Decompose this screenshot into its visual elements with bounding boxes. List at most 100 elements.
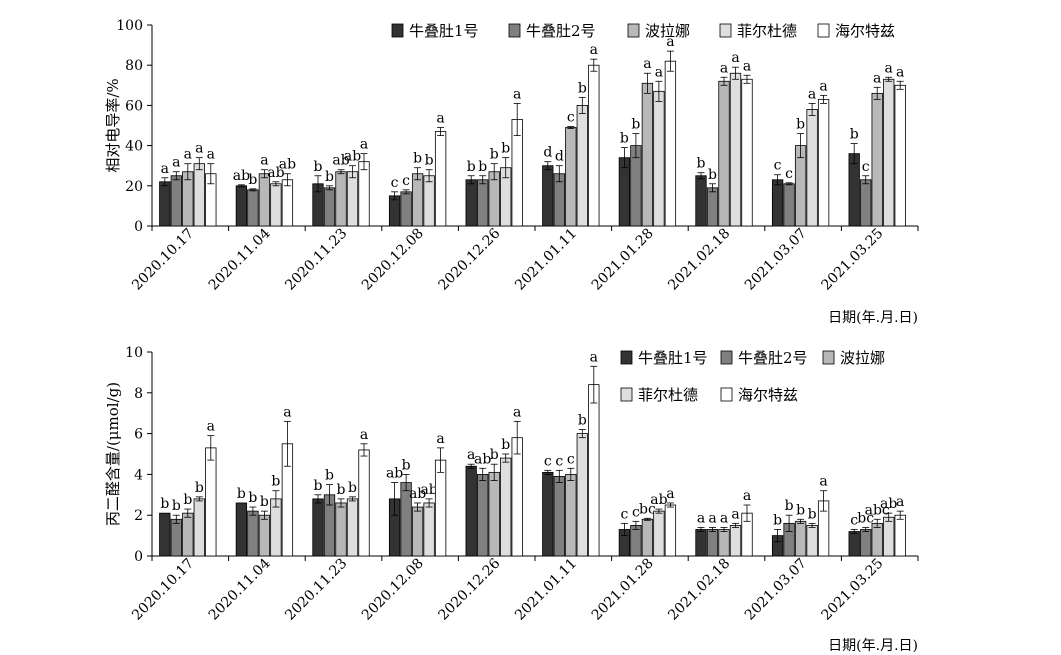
bar: [423, 175, 435, 227]
significance-label: a: [720, 60, 728, 76]
y-tick-label: 80: [125, 58, 143, 74]
bar: [718, 80, 730, 227]
legend-swatch: [620, 387, 633, 402]
significance-label: a: [896, 494, 904, 510]
significance-label: b: [237, 486, 246, 502]
significance-label: b: [631, 117, 640, 133]
bar: [400, 191, 412, 227]
category-label: 2020.12.26: [436, 555, 504, 623]
y-tick-label: 0: [134, 219, 143, 235]
bar: [630, 525, 642, 557]
significance-label: c: [567, 110, 575, 126]
legend-swatch: [720, 387, 733, 402]
category-label: 2020.11.23: [282, 226, 350, 294]
category-label: 2020.10.17: [129, 226, 197, 294]
category-label: 2020.10.17: [129, 556, 197, 624]
bar: [159, 181, 171, 227]
bar: [848, 531, 860, 557]
significance-label: b: [796, 117, 805, 133]
bar: [411, 506, 424, 557]
bar: [588, 384, 600, 557]
bar: [434, 131, 447, 227]
significance-label: a: [195, 141, 203, 157]
category-label: 2020.11.04: [206, 225, 274, 293]
bar: [894, 84, 906, 227]
bar: [706, 187, 719, 227]
significance-label: c: [850, 512, 858, 528]
bar: [346, 498, 359, 557]
legend: 牛叠肚1号 牛叠肚2号 波拉娜 菲尔杜德 海尔特兹: [391, 22, 895, 40]
bar: [653, 510, 665, 557]
significance-label: abc: [865, 502, 890, 518]
bar: [270, 183, 282, 227]
legend-swatch: [822, 350, 835, 365]
significance-label: a: [731, 50, 739, 66]
significance-label: a: [172, 155, 180, 171]
bar: [434, 459, 447, 557]
significance-label: b: [796, 502, 805, 518]
significance-label: b: [578, 413, 587, 429]
significance-label: c: [391, 175, 399, 191]
significance-label: b: [467, 159, 476, 175]
bar: [871, 92, 883, 227]
bar: [718, 529, 730, 557]
significance-label: ab: [650, 492, 667, 508]
significance-label: a: [697, 510, 705, 526]
significance-label: a: [666, 486, 674, 502]
legend-swatch: [620, 350, 633, 365]
significance-label: c: [402, 173, 410, 189]
category-label: 2020.12.26: [436, 225, 504, 293]
significance-label: b: [160, 496, 169, 512]
significance-label: ab: [409, 486, 426, 502]
legend-label: 海尔特兹: [738, 386, 798, 404]
significance-label: b: [172, 498, 181, 514]
significance-label: b: [325, 468, 334, 484]
significance-label: ab: [880, 496, 897, 512]
bar: [695, 175, 707, 227]
bar: [729, 72, 742, 227]
bar: [641, 518, 654, 557]
bar: [235, 185, 248, 227]
significance-label: a: [743, 58, 751, 74]
y-axis-label: 相对电导率/%: [104, 78, 122, 172]
significance-label: a: [819, 78, 827, 94]
significance-label: a: [360, 427, 368, 443]
bar: [358, 449, 370, 557]
significance-label: b: [337, 482, 346, 498]
bar: [783, 183, 795, 227]
significance-label: bc: [857, 510, 874, 526]
significance-label: b: [402, 457, 411, 473]
significance-label: ab: [474, 451, 491, 467]
significance-label: ab: [386, 466, 403, 482]
bar: [860, 179, 872, 227]
significance-label: b: [260, 494, 269, 510]
significance-label: b: [413, 151, 422, 167]
significance-label: b: [850, 127, 859, 143]
bar: [335, 171, 347, 227]
significance-label: a: [207, 147, 215, 163]
bar: [641, 82, 654, 227]
significance-label: a: [513, 86, 521, 102]
category-label: 2021.01.11: [512, 556, 580, 624]
significance-label: c: [632, 504, 640, 520]
significance-label: b: [314, 159, 323, 175]
bar: [281, 179, 294, 227]
significance-label: b: [620, 131, 629, 147]
bar: [193, 163, 205, 227]
legend-swatch: [391, 23, 404, 38]
y-tick-label: 2: [134, 508, 143, 524]
legend-label: 牛叠肚2号: [526, 22, 596, 40]
significance-label: bc: [639, 501, 656, 517]
significance-label: b: [501, 141, 510, 157]
significance-label: b: [808, 506, 817, 522]
bar: [806, 525, 818, 557]
significance-label: b: [325, 169, 334, 185]
legend-label: 波拉娜: [840, 349, 885, 367]
legend-label: 牛叠肚1号: [638, 349, 708, 367]
bar: [182, 512, 194, 557]
significance-label: a: [207, 419, 215, 435]
significance-label: a: [643, 56, 651, 72]
legend-label: 菲尔杜德: [737, 22, 797, 40]
bar: [806, 109, 818, 227]
significance-label: ab: [332, 153, 349, 169]
